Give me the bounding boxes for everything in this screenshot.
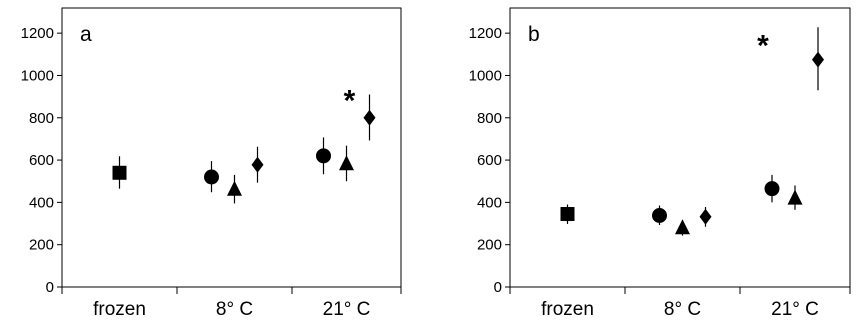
x-tick-label: 8° C (216, 299, 253, 320)
data-point-circle (316, 137, 331, 175)
y-tick-label: 400 (477, 194, 502, 211)
triangle-marker (339, 155, 354, 171)
x-tick-label: 21° C (323, 299, 371, 320)
y-tick-label: 1200 (21, 25, 54, 42)
y-tick-label: 800 (29, 110, 54, 127)
data-point-triangle (227, 174, 242, 204)
y-tick-label: 0 (46, 279, 54, 296)
circle-marker (316, 148, 331, 164)
y-tick-label: 600 (29, 152, 54, 169)
significance-star: * (344, 84, 356, 117)
data-point-square (560, 204, 575, 224)
y-tick-label: 800 (477, 110, 502, 127)
plot-frame (61, 7, 402, 288)
x-tick-label: 21° C (771, 299, 819, 320)
x-tick-label: frozen (541, 299, 594, 320)
data-point-circle (204, 161, 219, 193)
y-tick-label: 200 (477, 237, 502, 254)
data-point-circle (652, 205, 667, 226)
square-marker (560, 207, 575, 222)
y-tick-label: 0 (494, 279, 502, 296)
square-marker (112, 165, 127, 180)
circle-marker (764, 181, 780, 197)
plot-frame (509, 7, 851, 288)
diamond-marker (251, 156, 264, 173)
data-point-square (112, 156, 127, 189)
data-point-triangle (675, 219, 690, 236)
diamond-marker (363, 109, 376, 126)
triangle-marker (227, 180, 242, 196)
y-tick-label: 1200 (469, 25, 502, 42)
y-tick-label: 1000 (21, 67, 54, 84)
data-point-triangle (787, 185, 803, 210)
circle-marker (652, 208, 667, 223)
data-point-triangle (339, 145, 354, 182)
circle-marker (204, 169, 219, 185)
triangle-marker (675, 219, 690, 235)
x-tick-label: frozen (93, 299, 146, 320)
panel-b: 0 200 400 600 800 1000 1200 frozen 8° C 21° C b * (469, 7, 851, 320)
diamond-marker (699, 208, 712, 225)
triangle-marker (787, 189, 803, 205)
data-point-diamond (251, 146, 264, 183)
y-tick-label: 1000 (469, 67, 502, 84)
data-point-diamond (812, 27, 824, 91)
significance-star: * (757, 29, 769, 62)
panel-a: 0 200 400 600 800 1000 1200 frozen 8° C 21° C a * (21, 7, 402, 320)
data-point-diamond (699, 207, 712, 227)
diamond-marker (812, 51, 824, 68)
y-tick-label: 200 (29, 237, 54, 254)
y-tick-label: 600 (477, 152, 502, 169)
panel-label: a (80, 23, 92, 46)
data-point-diamond (363, 94, 376, 141)
y-tick-label: 400 (29, 194, 54, 211)
x-tick-label: 8° C (664, 299, 701, 320)
data-point-circle (764, 174, 780, 203)
panel-label: b (528, 23, 540, 46)
